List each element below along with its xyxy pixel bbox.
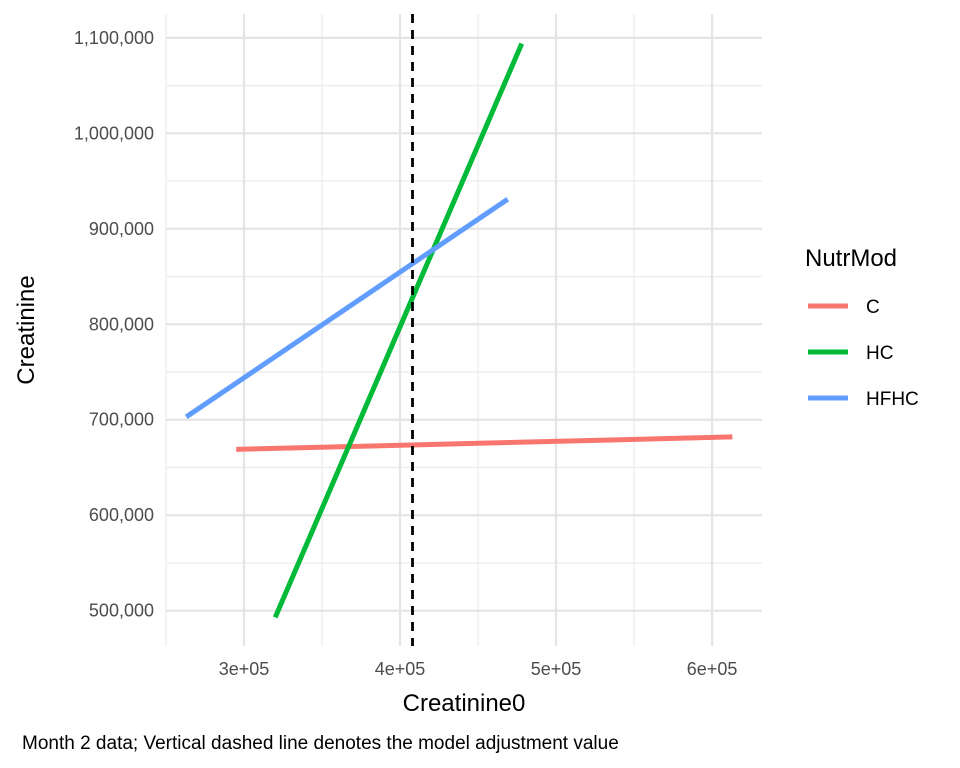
y-tick-label: 1,100,000 <box>74 28 154 48</box>
y-tick-label: 500,000 <box>89 601 154 621</box>
series-layer <box>184 42 733 619</box>
caption: Month 2 data; Vertical dashed line denot… <box>22 733 619 754</box>
y-axis-title: Creatinine <box>13 275 40 384</box>
legend-label-hc: HC <box>866 343 893 364</box>
x-tick-label: 3e+05 <box>219 659 270 679</box>
y-tick-label: 800,000 <box>89 314 154 334</box>
x-tick-label: 5e+05 <box>531 659 582 679</box>
y-tick-label: 600,000 <box>89 505 154 525</box>
y-tick-label: 900,000 <box>89 219 154 239</box>
legend-items: C HC HFHC <box>808 297 919 410</box>
y-tick-label: 700,000 <box>89 410 154 430</box>
series-line-hfhc <box>184 197 510 419</box>
legend-title: NutrMod <box>805 245 897 272</box>
y-axis-tick-labels: 500,000 600,000 700,000 800,000 900,000 1,000… <box>74 28 154 621</box>
grid-major <box>166 14 762 646</box>
series-line-c <box>236 434 733 452</box>
x-axis-title: Creatinine0 <box>403 690 526 717</box>
series-line-hc <box>272 42 525 619</box>
x-tick-label: 6e+05 <box>687 659 738 679</box>
y-tick-label: 1,000,000 <box>74 123 154 143</box>
x-tick-label: 4e+05 <box>375 659 426 679</box>
legend-label-c: C <box>866 297 880 318</box>
legend: NutrMod C HC HFHC <box>805 245 919 410</box>
x-axis-tick-labels: 3e+05 4e+05 5e+05 6e+05 <box>219 659 738 679</box>
legend-label-hfhc: HFHC <box>866 389 919 410</box>
